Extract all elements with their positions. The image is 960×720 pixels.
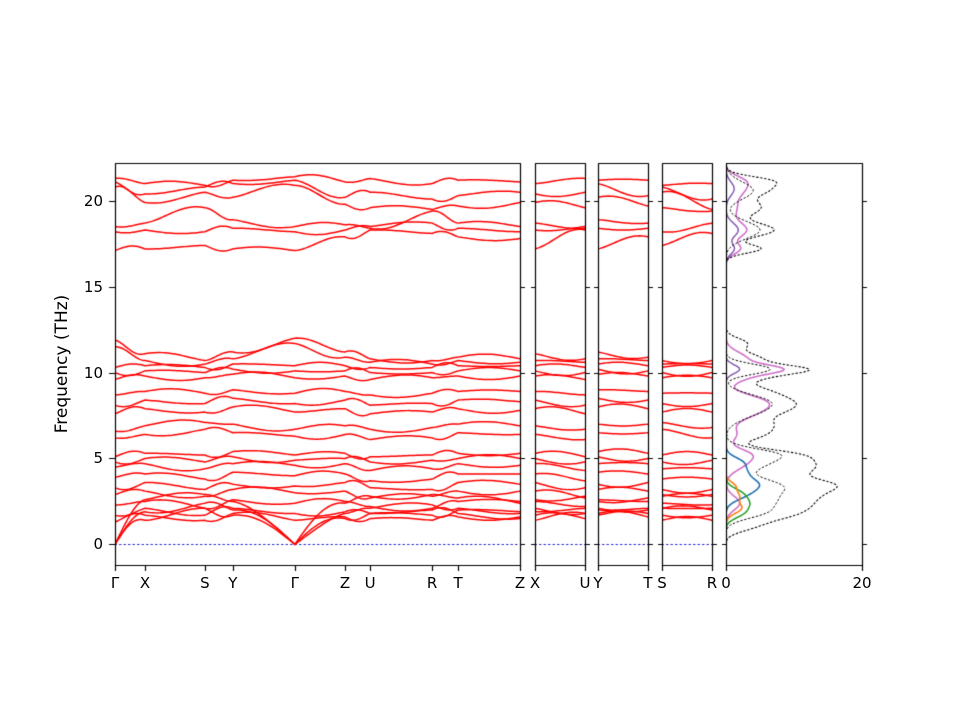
- k-point-label: R: [426, 574, 438, 592]
- k-point-label: U: [579, 574, 591, 592]
- k-point-label: S: [657, 574, 667, 592]
- k-point-label: S: [200, 574, 210, 592]
- k-point-label: U: [364, 574, 376, 592]
- y-tick-label: 5: [93, 449, 103, 468]
- k-point-label: Y: [228, 574, 238, 592]
- k-point-label: R: [706, 574, 718, 592]
- k-point-label: Γ: [290, 574, 299, 592]
- k-point-label: X: [139, 574, 151, 592]
- dos-x-tick-label: 20: [852, 574, 872, 592]
- y-tick-label: 0: [93, 535, 103, 554]
- k-point-label: Γ: [110, 574, 120, 592]
- k-point-label: Z: [339, 574, 351, 592]
- y-axis-title: Frequency (THz): [52, 294, 72, 434]
- y-tick-label: 10: [83, 363, 103, 382]
- y-tick-label: 20: [83, 191, 103, 210]
- k-point-label: Y: [593, 574, 603, 592]
- y-tick-label: 15: [83, 277, 103, 296]
- k-point-label: X: [529, 574, 541, 592]
- k-point-label: Z: [514, 574, 526, 592]
- dos-x-tick-label: 0: [721, 574, 731, 592]
- k-point-label: T: [453, 574, 463, 592]
- k-point-label: T: [643, 574, 653, 592]
